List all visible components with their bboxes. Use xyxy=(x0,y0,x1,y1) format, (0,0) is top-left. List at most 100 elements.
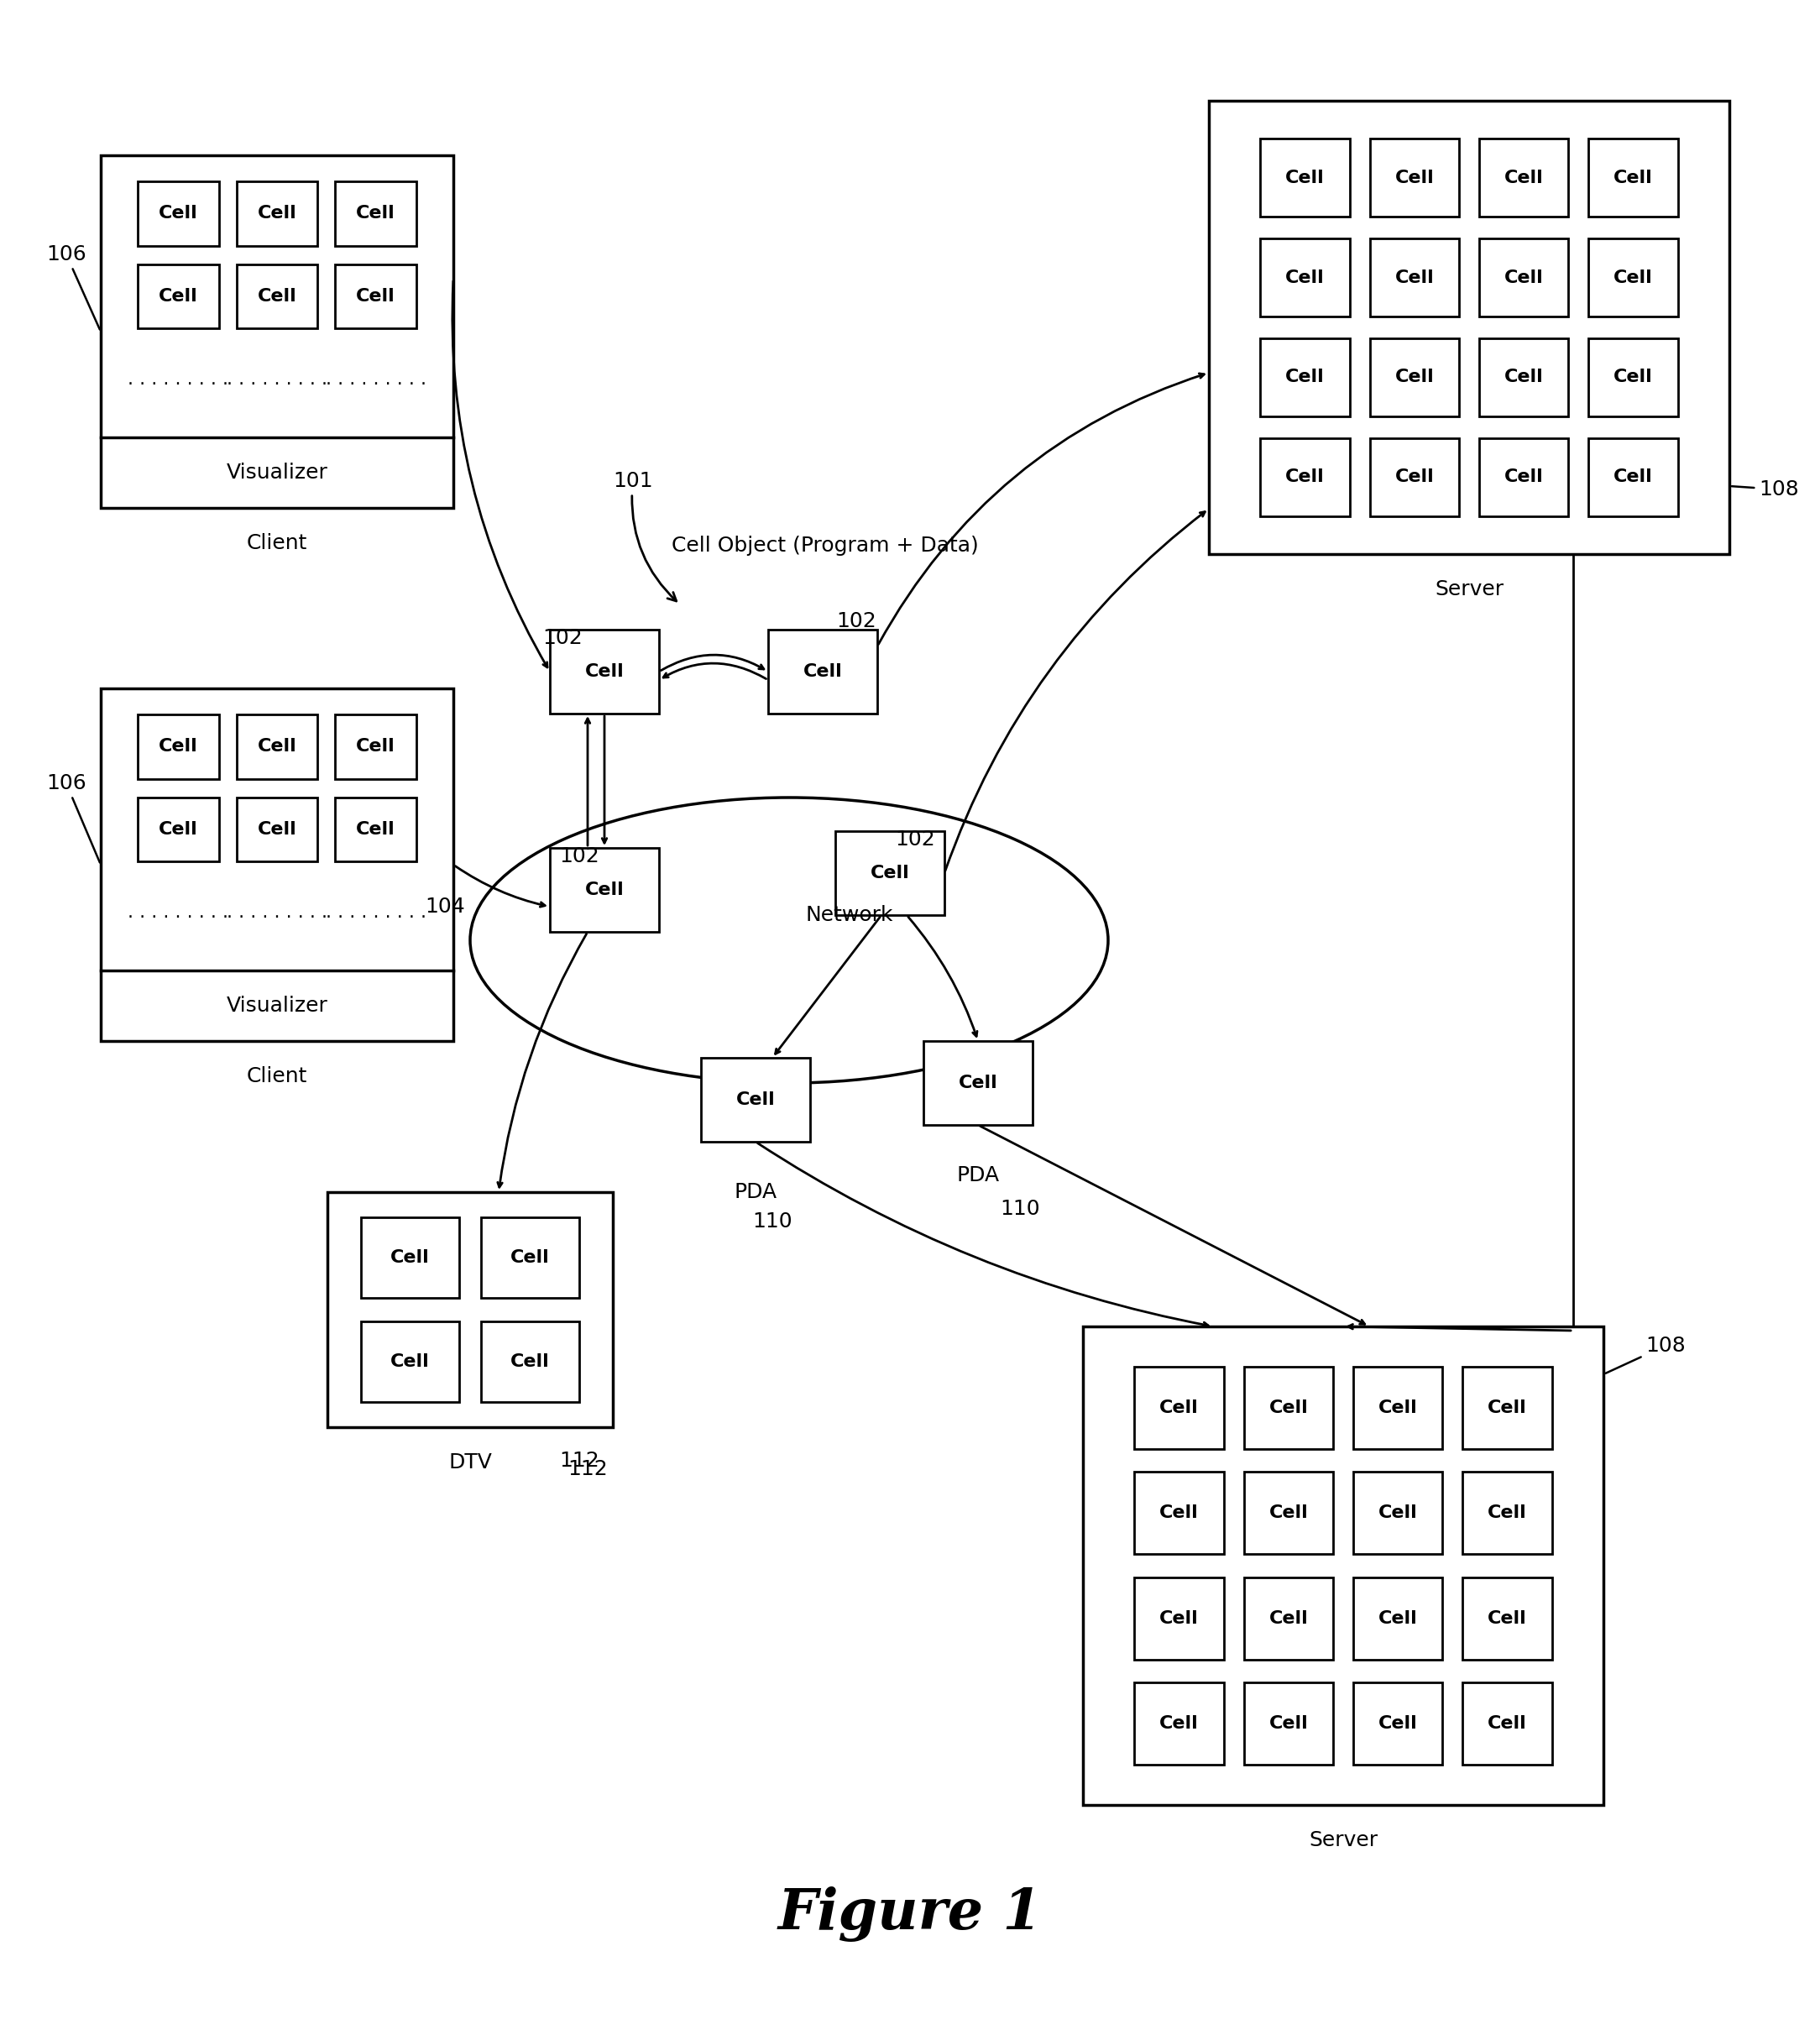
FancyBboxPatch shape xyxy=(1370,138,1460,216)
FancyBboxPatch shape xyxy=(1352,1577,1443,1659)
FancyBboxPatch shape xyxy=(1480,338,1569,417)
Text: 102: 102 xyxy=(559,847,599,867)
Text: 108: 108 xyxy=(1731,480,1798,499)
Text: Cell: Cell xyxy=(1487,1610,1527,1626)
Text: Cell: Cell xyxy=(357,820,395,838)
Text: . . . . . . . . .: . . . . . . . . . xyxy=(228,904,328,920)
FancyBboxPatch shape xyxy=(1589,138,1678,216)
Text: Server: Server xyxy=(1309,1829,1378,1850)
Text: Cell: Cell xyxy=(1378,1610,1418,1626)
Text: . . . . . . . . .: . . . . . . . . . xyxy=(228,370,328,387)
Text: 102: 102 xyxy=(542,629,582,647)
Text: Cell: Cell xyxy=(257,289,297,305)
FancyBboxPatch shape xyxy=(768,629,877,714)
FancyBboxPatch shape xyxy=(1259,438,1350,517)
Text: Cell: Cell xyxy=(158,206,198,222)
FancyBboxPatch shape xyxy=(1134,1577,1225,1659)
Text: PDA: PDA xyxy=(957,1166,999,1186)
Text: Cell: Cell xyxy=(959,1074,997,1091)
FancyBboxPatch shape xyxy=(328,1193,613,1427)
Text: 104: 104 xyxy=(424,897,464,916)
FancyBboxPatch shape xyxy=(923,1042,1032,1125)
Text: Cell: Cell xyxy=(1394,169,1434,187)
FancyBboxPatch shape xyxy=(100,155,453,509)
Text: Cell: Cell xyxy=(1285,368,1325,387)
FancyBboxPatch shape xyxy=(1461,1683,1552,1764)
Text: Cell: Cell xyxy=(870,865,910,881)
Text: Cell: Cell xyxy=(158,820,198,838)
Text: 110: 110 xyxy=(999,1199,1039,1219)
FancyBboxPatch shape xyxy=(550,629,659,714)
Text: Cell: Cell xyxy=(584,663,624,680)
FancyBboxPatch shape xyxy=(1461,1471,1552,1555)
Text: . . . . . . . . .: . . . . . . . . . xyxy=(127,904,229,920)
FancyBboxPatch shape xyxy=(1243,1683,1334,1764)
FancyBboxPatch shape xyxy=(1461,1577,1552,1659)
Text: Cell: Cell xyxy=(1613,368,1653,387)
FancyBboxPatch shape xyxy=(1370,438,1460,517)
Text: Cell: Cell xyxy=(1159,1610,1199,1626)
FancyBboxPatch shape xyxy=(1370,338,1460,417)
FancyBboxPatch shape xyxy=(1208,102,1729,554)
FancyBboxPatch shape xyxy=(835,830,945,916)
Text: Cell: Cell xyxy=(257,739,297,755)
FancyBboxPatch shape xyxy=(335,181,417,246)
FancyBboxPatch shape xyxy=(1480,238,1569,315)
Text: Cell: Cell xyxy=(1394,269,1434,287)
Text: Cell: Cell xyxy=(1503,269,1543,287)
Text: 102: 102 xyxy=(895,830,935,849)
Text: Cell: Cell xyxy=(1269,1504,1309,1522)
Text: 106: 106 xyxy=(46,244,100,330)
FancyBboxPatch shape xyxy=(335,265,417,328)
Text: Cell: Cell xyxy=(1503,368,1543,387)
Text: Cell: Cell xyxy=(1613,468,1653,486)
FancyBboxPatch shape xyxy=(1134,1368,1225,1449)
FancyBboxPatch shape xyxy=(138,181,218,246)
Text: 101: 101 xyxy=(613,470,677,600)
Text: 108: 108 xyxy=(1605,1335,1685,1374)
Text: Cell: Cell xyxy=(158,739,198,755)
FancyBboxPatch shape xyxy=(335,798,417,861)
Text: Cell: Cell xyxy=(1159,1716,1199,1732)
Text: Cell: Cell xyxy=(1269,1716,1309,1732)
FancyBboxPatch shape xyxy=(1352,1368,1443,1449)
FancyBboxPatch shape xyxy=(360,1217,459,1298)
Text: Cell: Cell xyxy=(391,1249,430,1266)
Text: 112: 112 xyxy=(568,1459,608,1479)
Text: Cell: Cell xyxy=(510,1249,550,1266)
Text: Cell: Cell xyxy=(510,1353,550,1370)
FancyBboxPatch shape xyxy=(1083,1327,1603,1805)
Text: Client: Client xyxy=(248,1066,308,1087)
Text: Cell: Cell xyxy=(1503,468,1543,486)
FancyBboxPatch shape xyxy=(1243,1577,1334,1659)
FancyBboxPatch shape xyxy=(1259,138,1350,216)
Text: Cell: Cell xyxy=(1394,468,1434,486)
Text: Cell: Cell xyxy=(1285,169,1325,187)
FancyBboxPatch shape xyxy=(237,265,317,328)
Text: Cell: Cell xyxy=(257,820,297,838)
Text: Cell: Cell xyxy=(803,663,843,680)
Text: . . . . . . . . .: . . . . . . . . . xyxy=(127,370,229,387)
Text: Cell: Cell xyxy=(1378,1400,1418,1416)
FancyBboxPatch shape xyxy=(1352,1683,1443,1764)
Text: Cell: Cell xyxy=(391,1353,430,1370)
FancyBboxPatch shape xyxy=(1370,238,1460,315)
Text: Cell: Cell xyxy=(1613,269,1653,287)
FancyBboxPatch shape xyxy=(1461,1368,1552,1449)
Text: Cell: Cell xyxy=(735,1091,775,1109)
Ellipse shape xyxy=(470,798,1108,1083)
Text: Cell: Cell xyxy=(1394,368,1434,387)
Text: Cell: Cell xyxy=(1159,1400,1199,1416)
Text: 102: 102 xyxy=(835,610,875,631)
FancyBboxPatch shape xyxy=(1589,438,1678,517)
FancyBboxPatch shape xyxy=(237,798,317,861)
Text: DTV: DTV xyxy=(448,1453,491,1473)
Text: . . . . . . . . .: . . . . . . . . . xyxy=(326,370,426,387)
FancyBboxPatch shape xyxy=(550,849,659,932)
Text: Cell: Cell xyxy=(357,289,395,305)
FancyBboxPatch shape xyxy=(360,1321,459,1402)
FancyBboxPatch shape xyxy=(138,714,218,779)
Text: . . . . . . . . .: . . . . . . . . . xyxy=(326,904,426,920)
Text: Visualizer: Visualizer xyxy=(226,462,328,482)
Text: Server: Server xyxy=(1434,580,1503,600)
